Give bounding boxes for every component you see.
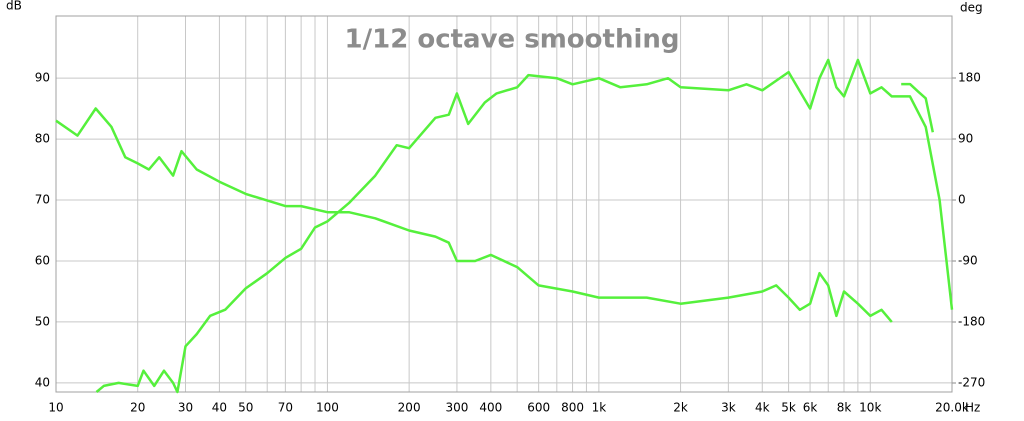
y-tick-label: 70	[35, 193, 50, 207]
x-tick-label: 70	[278, 401, 293, 415]
x-tick-label: 5k	[781, 401, 796, 415]
x-tick-label: 200	[398, 401, 421, 415]
y2-tick-label: -270	[958, 375, 985, 389]
x-tick-label: 8k	[837, 401, 852, 415]
y2-tick-label: 180	[958, 71, 981, 85]
y-tick-label: 40	[35, 375, 50, 389]
x-tick-label: 1k	[592, 401, 607, 415]
y-tick-label: 60	[35, 253, 50, 267]
x-tick-label: 3k	[721, 401, 736, 415]
series-line	[95, 58, 954, 394]
plot-frame	[55, 15, 953, 393]
x-tick-label: 600	[527, 401, 550, 415]
x-tick-label: 800	[561, 401, 584, 415]
x-tick-label: 50	[238, 401, 253, 415]
y-tick-label: 80	[35, 132, 50, 146]
chart-title: 1/12 octave smoothing	[345, 25, 680, 55]
x-tick-label: 10k	[859, 401, 881, 415]
x-tick-label: 20	[130, 401, 145, 415]
y2-tick-label: -180	[958, 314, 985, 328]
y2-axis-label: deg	[960, 1, 983, 15]
y-tick-label: 90	[35, 71, 50, 85]
x-tick-label: 2k	[673, 401, 688, 415]
y2-tick-label: 0	[958, 193, 966, 207]
x-tick-label: 6k	[803, 401, 818, 415]
y2-tick-label: -90	[958, 253, 978, 267]
y2-tick-label: 90	[958, 132, 973, 146]
x-tick-label: 40	[212, 401, 227, 415]
x-tick-label: 100	[316, 401, 339, 415]
x-tick-label: 20.0k	[935, 401, 969, 415]
y-axis-label: dB	[6, 0, 22, 13]
y-tick-label: 50	[35, 314, 50, 328]
x-tick-label: 30	[178, 401, 193, 415]
x-axis-unit: Hz	[965, 401, 980, 415]
x-tick-label: 4k	[755, 401, 770, 415]
x-tick-label: 300	[445, 401, 468, 415]
series-line	[55, 82, 935, 323]
x-tick-label: 400	[479, 401, 502, 415]
x-tick-label: 10	[48, 401, 63, 415]
